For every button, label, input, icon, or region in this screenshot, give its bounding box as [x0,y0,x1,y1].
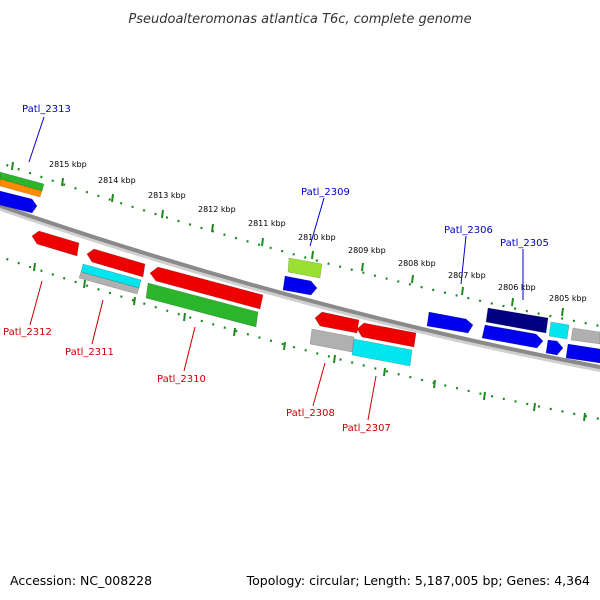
gene-arrow[interactable] [86,248,146,278]
genome-summary-text: Topology: circular; Length: 5,187,005 bp… [246,573,590,588]
accession-text: Accession: NC_008228 [10,573,153,588]
gene-arrow[interactable] [282,275,318,296]
gene-arrow[interactable] [31,230,80,257]
gene-labels: Patl_2313 Patl_2309 Patl_2306 Patl_2305 … [3,104,549,434]
kbp-label: 2812 kbp [198,205,236,214]
kbp-label: 2814 kbp [98,176,136,185]
kbp-label: 2806 kbp [498,283,536,292]
kbp-label: 2811 kbp [248,219,286,228]
gene-label: Patl_2311 [65,347,114,358]
leader-line [309,197,325,247]
kbp-label: 2815 kbp [49,160,87,169]
kbp-label: 2808 kbp [398,259,436,268]
gene-arrow[interactable] [548,321,570,340]
gene-label: Patl_2306 [444,225,493,236]
gene-label: Patl_2308 [286,408,335,419]
reverse-strand-genes [31,230,417,367]
inner-major-ticks [33,262,586,422]
gene-label: Patl_2312 [3,327,52,338]
gene-arrow[interactable] [0,190,38,214]
gene-arrow[interactable] [149,266,264,310]
kbp-label: 2805 kbp [549,294,587,303]
genome-backbone [0,203,600,370]
kbp-labels: 2815 kbp 2814 kbp 2813 kbp 2812 kbp 2811… [49,160,587,303]
map-title: Pseudoalteromonas atlantica T6c, complet… [128,12,471,27]
kbp-label: 2807 kbp [448,271,486,280]
leader-line [183,326,196,372]
leader-line [28,116,45,163]
leader-line [367,375,377,421]
gene-arrow[interactable] [545,339,564,356]
leader-line [312,362,326,407]
gene-arrow[interactable] [485,307,549,334]
gene-label: Patl_2310 [157,374,206,385]
gene-arrow[interactable] [314,311,360,334]
leader-line [460,235,467,285]
forward-strand-genes [0,171,600,364]
gene-arrow[interactable] [145,282,259,328]
kbp-label: 2809 kbp [348,246,386,255]
gene-arrow[interactable] [309,328,355,353]
outer-major-ticks [11,161,564,317]
leader-line [29,280,43,326]
gene-arrow[interactable] [287,257,323,279]
label-leader-lines [28,116,524,421]
gene-arrow[interactable] [565,343,600,364]
gene-label: Patl_2307 [342,423,391,434]
gene-arrow[interactable] [356,322,417,348]
gene-label: Patl_2313 [22,104,71,115]
kbp-label: 2810 kbp [298,233,336,242]
gene-arrow[interactable] [78,271,140,295]
kbp-label: 2813 kbp [148,191,186,200]
leader-line [91,299,104,345]
gene-arrow[interactable] [426,311,474,334]
gene-arrow[interactable] [351,338,413,367]
gene-arrow[interactable] [481,324,544,349]
gene-label: Patl_2309 [301,187,350,198]
gene-arrow[interactable] [0,178,43,198]
gene-arrow[interactable] [570,327,600,345]
gene-label: Patl_2305 [500,238,549,249]
